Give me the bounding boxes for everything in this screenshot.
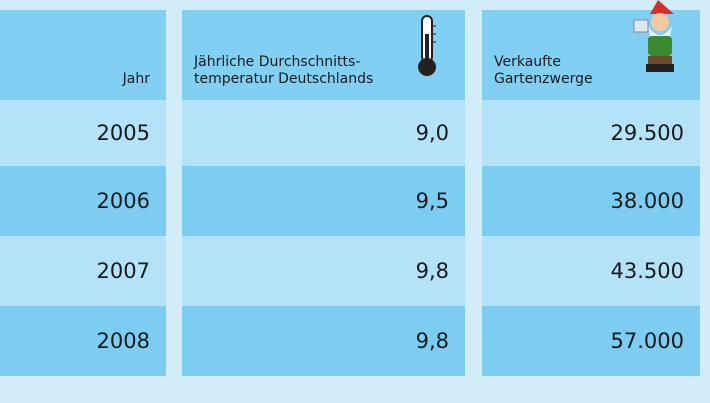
header-cell: Jahr: [0, 10, 166, 100]
thermometer-icon: [418, 15, 436, 76]
cell: 2005: [0, 100, 166, 166]
cell: 9,8: [182, 236, 465, 306]
gnome-icon: [633, 0, 674, 72]
cell: 9,5: [182, 166, 465, 236]
cell: 38.000: [482, 166, 700, 236]
cell: 2008: [0, 306, 166, 376]
cell: 9,8: [182, 306, 465, 376]
cell: 2006: [0, 166, 166, 236]
header-text: Jahr: [122, 71, 150, 87]
cell: 57.000: [482, 306, 700, 376]
header-text: Verkaufte: [494, 54, 561, 70]
cell: 43.500: [482, 236, 700, 306]
header-text: Jährliche Durchschnitts-: [194, 54, 361, 70]
cell: 2007: [0, 236, 166, 306]
header-text: Gartenzwerge: [494, 71, 593, 87]
header-cell: Jährliche Durchschnitts-temperatur Deuts…: [182, 10, 465, 100]
header-text: temperatur Deutschlands: [194, 71, 374, 87]
cell: 9,0: [182, 100, 465, 166]
cell: 29.500: [482, 100, 700, 166]
